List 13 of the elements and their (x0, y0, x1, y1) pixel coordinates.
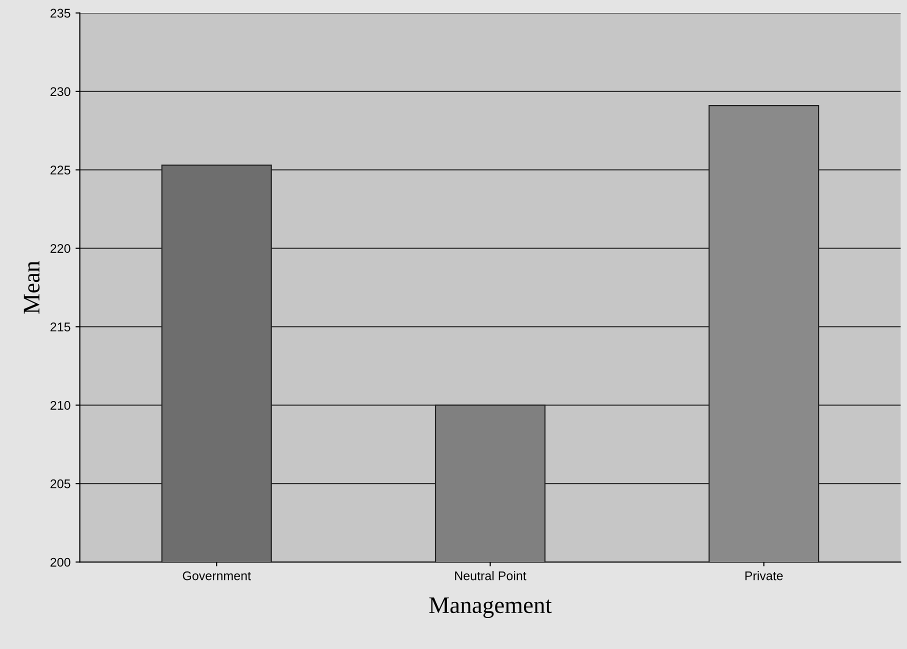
x-tick-label: Neutral Point (455, 571, 526, 580)
y-tick-label: 220 (50, 244, 70, 253)
x-tick-label: Government (182, 571, 251, 580)
y-tick-label: 235 (50, 8, 70, 18)
y-tick-label: 205 (50, 479, 70, 488)
y-tick-label: 230 (50, 87, 70, 96)
x-tick-label: Private (745, 571, 783, 580)
y-axis-title: Mean (24, 260, 40, 314)
y-tick-label: 200 (50, 558, 70, 567)
y-tick-label: 225 (50, 166, 70, 175)
y-tick-label: 210 (50, 400, 70, 410)
y-tick-label: 215 (50, 322, 70, 332)
x-axis-title: Management (429, 597, 552, 618)
